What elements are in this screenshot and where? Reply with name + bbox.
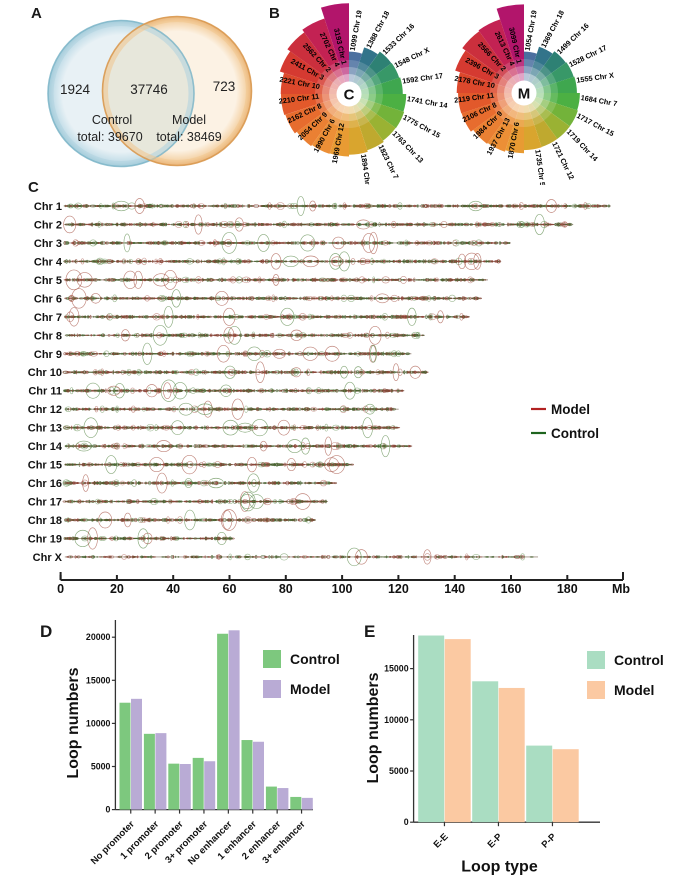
svg-text:1499 Chr 16: 1499 Chr 16 <box>555 21 591 56</box>
svg-text:Chr 2: Chr 2 <box>34 219 62 231</box>
svg-text:1548 Chr X: 1548 Chr X <box>393 45 431 70</box>
svg-text:1533 Chr 16: 1533 Chr 16 <box>380 22 416 57</box>
svg-text:M: M <box>518 86 531 103</box>
svg-text:Chr 8: Chr 8 <box>34 330 62 342</box>
svg-text:Chr 9: Chr 9 <box>34 349 62 361</box>
svg-text:Chr 6: Chr 6 <box>34 293 62 305</box>
svg-text:1894 Chr 5: 1894 Chr 5 <box>359 153 373 185</box>
svg-text:Chr 5: Chr 5 <box>34 275 62 287</box>
svg-text:1763 Chr 13: 1763 Chr 13 <box>390 129 425 165</box>
svg-text:1719 Chr 14: 1719 Chr 14 <box>565 127 601 163</box>
svg-text:1717 Chr 15: 1717 Chr 15 <box>575 111 615 138</box>
svg-text:1592 Chr 17: 1592 Chr 17 <box>402 71 444 86</box>
svg-text:1054 Chr 19: 1054 Chr 19 <box>523 10 539 52</box>
svg-text:1099 Chr 19: 1099 Chr 19 <box>348 10 364 52</box>
svg-text:1741 Chr 14: 1741 Chr 14 <box>406 94 449 110</box>
svg-text:1555 Chr X: 1555 Chr X <box>576 71 615 85</box>
svg-text:1684 Chr 7: 1684 Chr 7 <box>580 93 618 108</box>
svg-text:total: 38469: total: 38469 <box>156 130 221 144</box>
svg-text:37746: 37746 <box>130 82 168 97</box>
svg-text:C: C <box>344 87 355 104</box>
svg-text:1735 Chr 5: 1735 Chr 5 <box>533 149 547 185</box>
svg-text:Chr 4: Chr 4 <box>34 256 63 268</box>
svg-text:Chr 7: Chr 7 <box>34 312 62 324</box>
svg-text:1721 Chr 12: 1721 Chr 12 <box>550 140 576 181</box>
svg-text:Chr 3: Chr 3 <box>34 238 62 250</box>
svg-text:Model: Model <box>172 113 206 127</box>
svg-text:1528 Chr 17: 1528 Chr 17 <box>567 43 608 69</box>
svg-text:total: 39670: total: 39670 <box>77 130 142 144</box>
svg-text:Chr 1: Chr 1 <box>34 201 62 213</box>
svg-text:Control: Control <box>92 113 132 127</box>
svg-text:723: 723 <box>213 79 236 94</box>
svg-text:1775 Chr 15: 1775 Chr 15 <box>401 113 441 140</box>
svg-text:1823 Chr 7: 1823 Chr 7 <box>376 143 400 180</box>
svg-text:1924: 1924 <box>60 82 91 97</box>
